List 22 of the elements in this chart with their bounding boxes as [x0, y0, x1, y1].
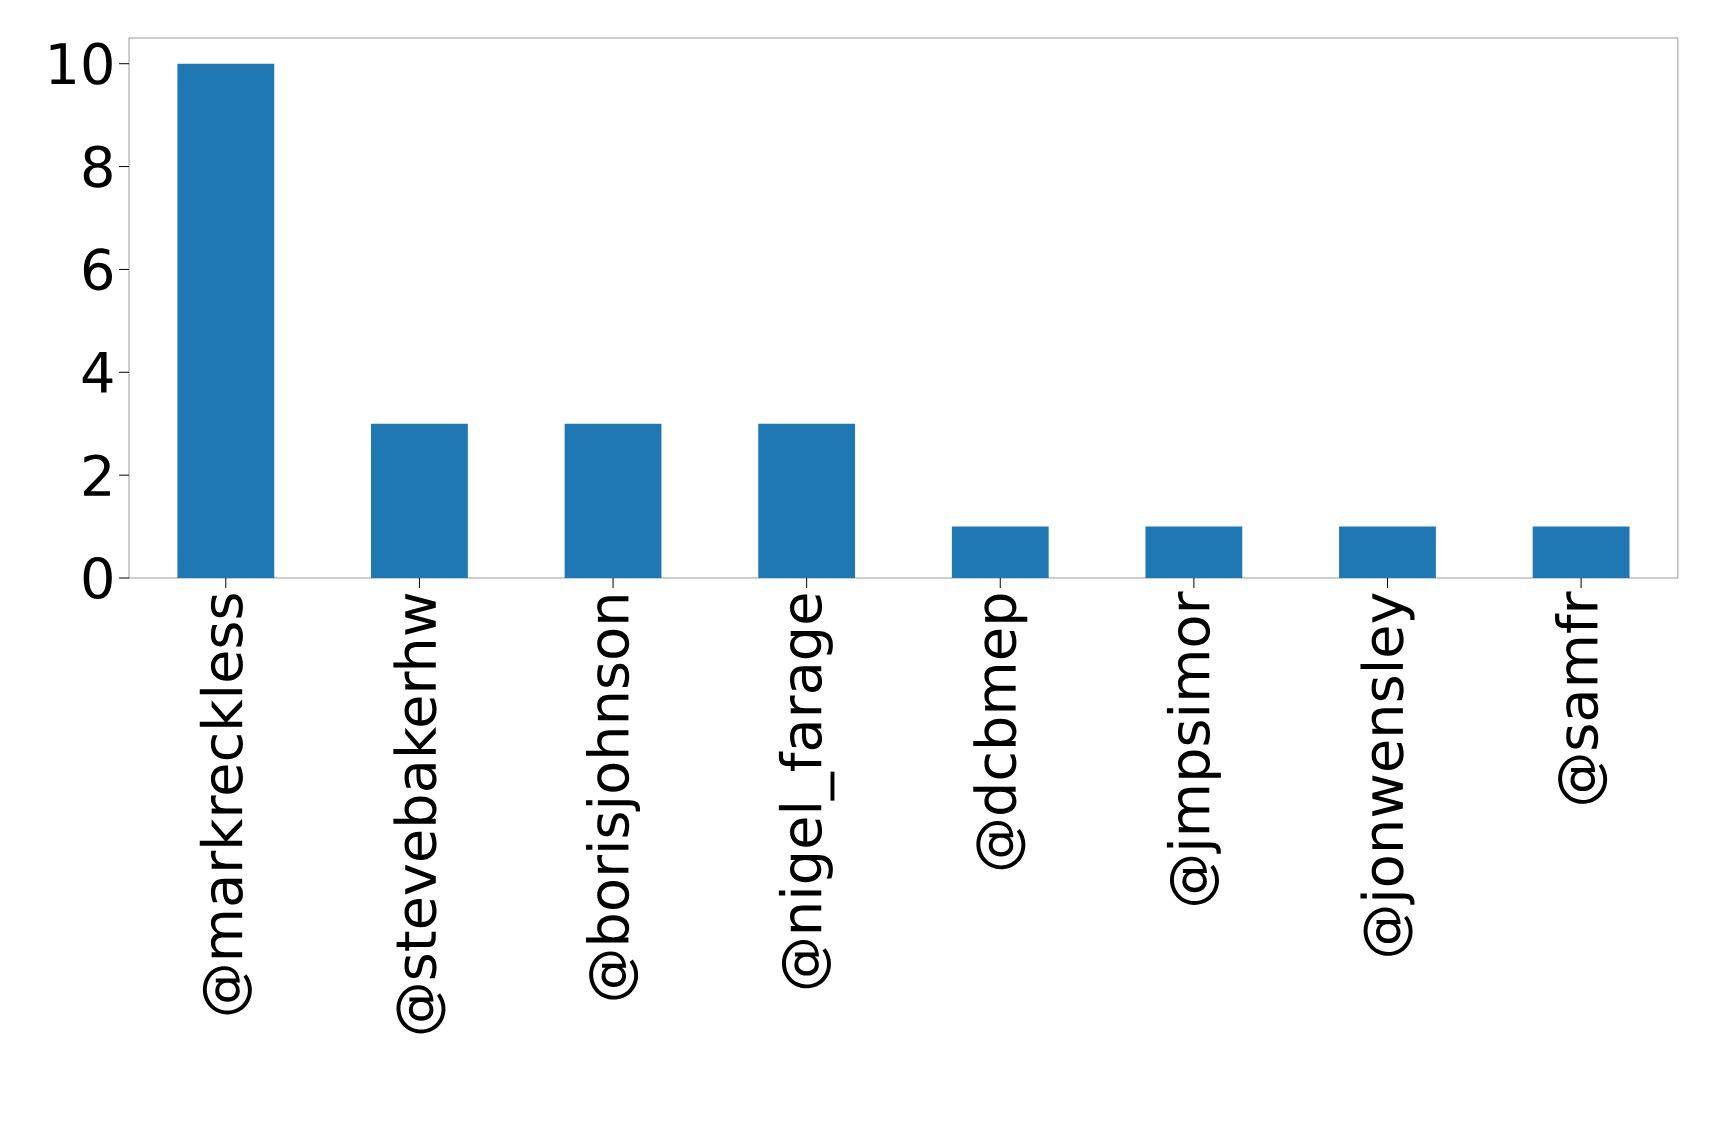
- x-tick-label: @jmpsimor: [1166, 591, 1221, 905]
- bar: [371, 423, 468, 578]
- bar: [564, 423, 662, 578]
- x-tick-label: @markreckless: [199, 594, 252, 1015]
- x-tick-label: @jonwensley: [1360, 593, 1415, 956]
- y-tick-label: 2: [84, 454, 110, 496]
- bar: [177, 63, 275, 578]
- x-tick-label: @samfr: [1555, 591, 1608, 804]
- y-tick-label: 0: [83, 556, 112, 600]
- x-tick-label: @borisjohnson: [586, 596, 641, 1000]
- bar: [1532, 526, 1630, 578]
- bar: [1145, 526, 1243, 578]
- bar: [951, 526, 1049, 578]
- y-tick-label: 10: [50, 42, 112, 85]
- y-tick-label: 8: [83, 145, 112, 188]
- bar: [758, 423, 856, 578]
- y-tick-label: 4: [82, 351, 113, 393]
- x-tick-label: @dcbmep: [973, 594, 1028, 870]
- x-tick-label: @nigel_farage: [778, 594, 835, 989]
- y-tick-label: 6: [83, 248, 112, 291]
- x-tick-label: @stevebakerhw: [393, 593, 446, 1034]
- bar: [1339, 526, 1436, 578]
